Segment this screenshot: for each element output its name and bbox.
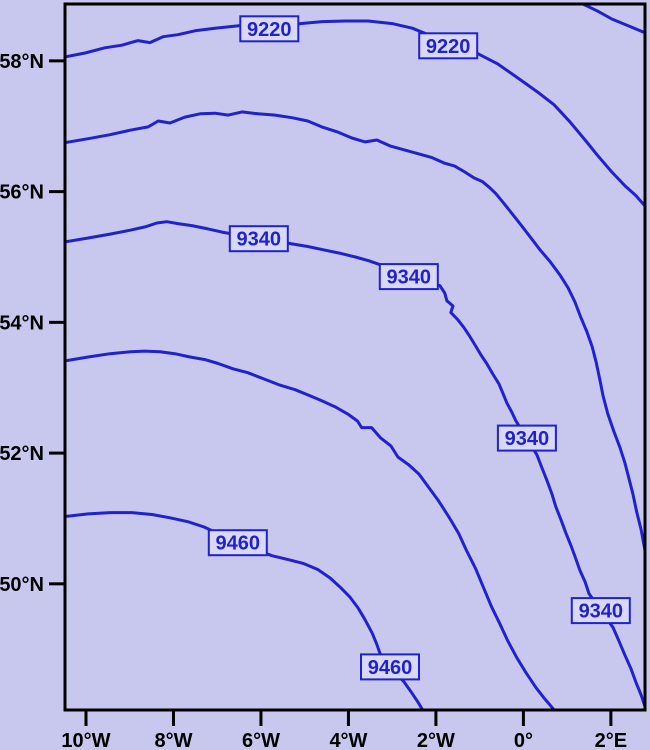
contour-label-text: 9460 — [216, 533, 261, 555]
contour-label-text: 9220 — [426, 36, 471, 58]
contour-label-text: 9340 — [505, 428, 550, 450]
x-tick-label: 10°W — [61, 730, 110, 750]
contour-lines-layer — [65, 4, 645, 710]
contour-label: 9220 — [418, 32, 479, 60]
contour-label-text: 9340 — [579, 601, 624, 623]
plot-border — [63, 2, 647, 712]
x-tick-label: 8°W — [154, 730, 192, 750]
contour-line-9220 — [65, 19, 645, 208]
y-tick-label: 52°N — [0, 443, 44, 465]
contour-label: 9460 — [360, 653, 420, 681]
y-tick-label: 50°N — [0, 574, 44, 596]
y-tick-label: 54°N — [0, 312, 44, 334]
contour-label-text: 9460 — [368, 657, 413, 679]
contour-label: 9460 — [207, 529, 268, 557]
contour-label: 9340 — [378, 263, 439, 291]
x-tick-label: 2°W — [417, 730, 455, 750]
contour-line — [581, 4, 645, 35]
x-tick-label: 4°W — [329, 730, 367, 750]
contour-label-text: 9340 — [237, 229, 282, 251]
contour-line — [65, 349, 555, 710]
contour-label: 9340 — [228, 225, 289, 253]
contour-label-text: 9220 — [247, 19, 292, 41]
x-tick-label: 2°E — [595, 730, 627, 750]
contour-line — [65, 110, 645, 552]
contour-label-text: 9340 — [387, 267, 432, 289]
contour-label: 9220 — [239, 15, 300, 43]
y-tick-label: 58°N — [0, 51, 44, 73]
contour-label: 9340 — [570, 597, 631, 625]
y-tick-label: 56°N — [0, 182, 44, 204]
contour-line-9340 — [65, 220, 645, 709]
contour-label: 9340 — [496, 424, 557, 452]
x-tick-label: 6°W — [242, 730, 280, 750]
x-tick-label: 0° — [514, 730, 533, 750]
